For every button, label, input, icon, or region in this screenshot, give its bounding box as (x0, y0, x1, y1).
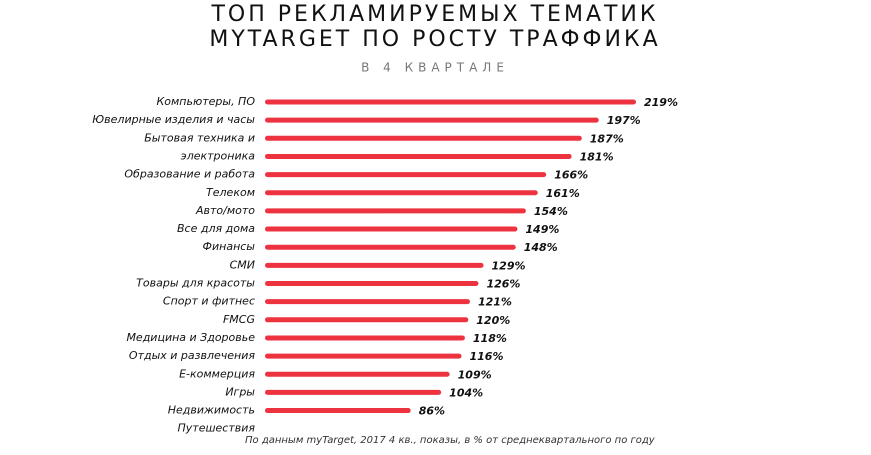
bar (265, 153, 572, 159)
y-tick-label: Спорт и фитнес (163, 295, 255, 308)
bar (265, 172, 547, 178)
y-tick-label: Медицина и Здоровье (126, 331, 255, 344)
value-label: 219% (644, 96, 678, 109)
value-label: 129% (492, 259, 526, 272)
y-tick-label: Товары для красоты (136, 277, 255, 290)
bar (265, 281, 479, 286)
value-label: 116% (470, 350, 504, 363)
y-tick-label: Бытовая техника и (144, 131, 255, 144)
bar (265, 317, 469, 323)
bar (265, 135, 582, 141)
bar (265, 353, 462, 359)
value-label: 126% (486, 278, 520, 291)
y-tick-label: Все для дома (177, 222, 255, 235)
value-label: 154% (534, 205, 568, 218)
y-tick-label: Ювелирные изделия и часы (92, 113, 255, 126)
value-label: 104% (449, 386, 483, 399)
y-tick-label: Отдых и развлечения (129, 349, 255, 362)
bar (265, 335, 465, 341)
value-label: 149% (525, 223, 559, 236)
source-note: По данным myTarget, 2017 4 кв., показы, … (245, 435, 656, 446)
bar (265, 262, 484, 268)
value-label: 187% (590, 132, 624, 145)
y-tick-label: FMCG (223, 313, 255, 326)
bar (265, 208, 526, 214)
y-tick-label: электроника (181, 149, 256, 162)
bar (265, 117, 599, 123)
bar (265, 408, 411, 414)
value-label: 166% (554, 169, 588, 182)
value-label: 121% (478, 296, 512, 309)
y-tick-label: Компьютеры, ПО (156, 95, 255, 108)
value-label: 120% (476, 314, 510, 327)
y-tick-label: E-коммерция (179, 367, 255, 380)
chart-title-line: ТОП РЕКЛАМИРУЕМЫХ ТЕМАТИК (210, 2, 658, 27)
y-tick-label: Недвижимость (168, 404, 255, 417)
bar (265, 244, 516, 250)
y-tick-label: Телеком (206, 186, 255, 199)
chart-title-line: MYTARGET ПО РОСТУ ТРАФФИКА (209, 27, 660, 52)
value-label: 181% (580, 150, 614, 163)
bar (265, 99, 636, 105)
y-tick-label: Авто/мото (195, 204, 255, 217)
value-label: 148% (524, 241, 558, 254)
y-tick-label: Игры (225, 385, 255, 398)
bar (265, 226, 518, 232)
value-label: 161% (546, 187, 580, 200)
y-tick-label: Путешествия (178, 422, 256, 435)
value-label: 118% (473, 332, 507, 345)
bar (265, 299, 470, 305)
value-label: 197% (607, 114, 641, 127)
y-tick-label: СМИ (230, 258, 255, 271)
chart-subtitle: В 4 КВАРТАЛЕ (361, 61, 509, 75)
value-label: 86% (419, 405, 445, 418)
bar (265, 389, 442, 395)
y-tick-label: Образование и работа (124, 168, 255, 181)
y-tick-label: Финансы (203, 240, 256, 253)
value-label: 109% (458, 368, 492, 381)
bar (265, 371, 450, 377)
bar (265, 190, 538, 196)
